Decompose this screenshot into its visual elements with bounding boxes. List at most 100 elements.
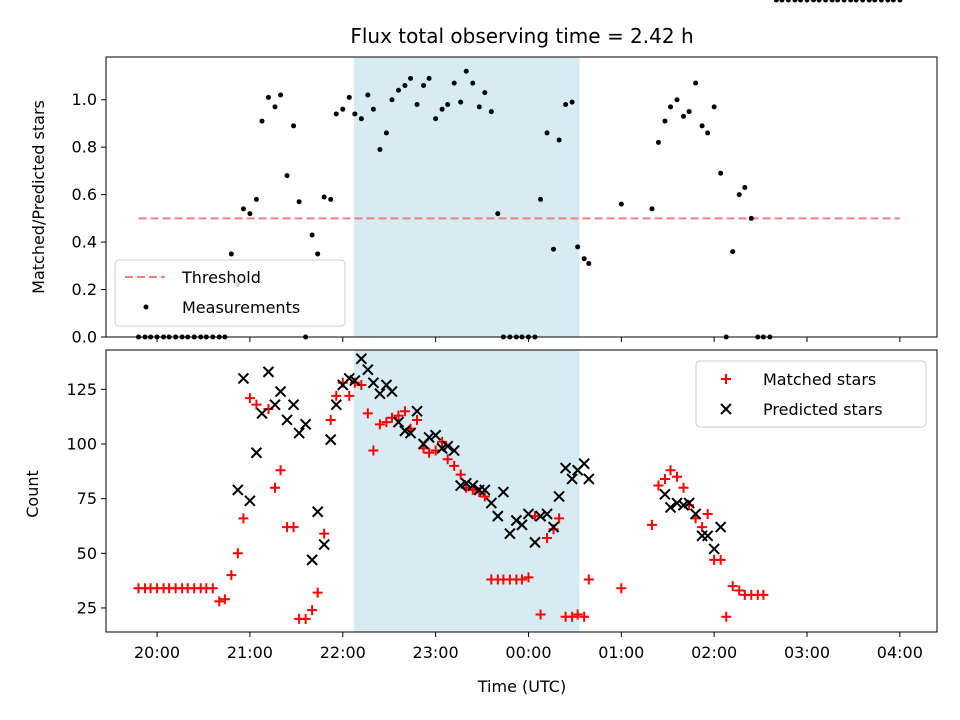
measurement-point bbox=[421, 82, 427, 88]
measurement-point bbox=[445, 101, 451, 107]
measurement-point bbox=[259, 118, 265, 124]
measurement-point bbox=[586, 260, 592, 266]
bottom-legend-box bbox=[695, 360, 927, 428]
legend-measurements-swatch bbox=[143, 304, 149, 310]
predicted-star-point bbox=[467, 479, 479, 492]
measurement-point bbox=[742, 185, 748, 191]
matched-star-point bbox=[646, 519, 657, 530]
matched-star-point bbox=[424, 447, 435, 458]
measurement-point bbox=[538, 196, 544, 202]
matched-star-point bbox=[362, 408, 373, 419]
legend-predicted-swatch bbox=[720, 403, 732, 415]
measurement-point bbox=[309, 232, 315, 238]
measurement-point bbox=[655, 139, 661, 145]
predicted-star-point bbox=[429, 429, 442, 441]
measurement-point bbox=[370, 106, 376, 112]
measurement-point bbox=[681, 113, 687, 119]
predicted-star-point bbox=[287, 398, 300, 411]
measurement-point bbox=[705, 130, 711, 136]
predicted-star-point bbox=[330, 398, 342, 411]
predicted-star-point bbox=[516, 519, 528, 531]
measurement-point bbox=[544, 130, 550, 136]
x-tick-label: 03:00 bbox=[784, 643, 830, 662]
predicted-star-point bbox=[479, 484, 491, 496]
measurement-point bbox=[333, 111, 339, 117]
predicted-star-point bbox=[448, 444, 460, 457]
matched-star-point bbox=[442, 454, 453, 465]
predicted-star-point bbox=[386, 385, 398, 398]
top-y-tick-label: 0.4 bbox=[72, 233, 97, 252]
matched-star-point bbox=[300, 613, 311, 624]
measurement-point bbox=[296, 199, 302, 205]
matched-star-point bbox=[214, 596, 225, 607]
predicted-star-point bbox=[659, 488, 671, 500]
predicted-star-point bbox=[664, 501, 677, 514]
measurement-point bbox=[551, 246, 557, 252]
matched-star-point bbox=[275, 465, 286, 476]
bottom-legend: Matched stars Predicted stars bbox=[695, 360, 927, 428]
predicted-star-point bbox=[583, 473, 595, 485]
measurement-point bbox=[649, 206, 655, 212]
measurement-point bbox=[328, 196, 334, 202]
predicted-star-point bbox=[306, 554, 318, 566]
matched-star-point bbox=[325, 414, 336, 425]
bottom-y-tick-label: 125 bbox=[66, 380, 97, 399]
measurement-point bbox=[476, 104, 482, 110]
predicted-star-point bbox=[324, 433, 337, 446]
matched-star-point bbox=[715, 554, 726, 565]
measurement-point bbox=[365, 92, 371, 98]
matched-star-point bbox=[307, 605, 318, 616]
predicted-star-point bbox=[671, 497, 683, 509]
measurement-point bbox=[773, 0, 779, 3]
bottom-y-tick-label: 50 bbox=[77, 544, 97, 563]
matched-star-point bbox=[572, 609, 583, 620]
measurement-point bbox=[340, 106, 346, 112]
legend-matched-swatch bbox=[721, 374, 731, 384]
top-y-axis-label: Matched/Predicted stars bbox=[29, 100, 48, 294]
matched-star-point bbox=[567, 611, 578, 622]
measurement-point bbox=[408, 75, 414, 81]
measurement-point bbox=[736, 192, 742, 198]
legend-predicted-label: Predicted stars bbox=[763, 400, 883, 419]
measurement-point bbox=[240, 206, 246, 212]
matched-star-point bbox=[455, 469, 466, 480]
measurement-point bbox=[711, 104, 717, 110]
measurement-point bbox=[488, 109, 494, 115]
x-tick-label: 22:00 bbox=[320, 643, 366, 662]
measurement-point bbox=[228, 251, 234, 257]
x-tick-label: 04:00 bbox=[877, 643, 923, 662]
measurement-point bbox=[272, 104, 278, 110]
predicted-star-point bbox=[566, 473, 578, 485]
predicted-star-point bbox=[362, 363, 374, 376]
x-tick-label: 02:00 bbox=[691, 643, 737, 662]
matched-star-point bbox=[207, 583, 218, 594]
measurement-point bbox=[563, 101, 569, 107]
measurement-point bbox=[470, 80, 476, 86]
measurement-point bbox=[433, 116, 439, 122]
predicted-star-point bbox=[522, 508, 535, 520]
measurement-point bbox=[463, 68, 469, 74]
measurement-point bbox=[804, 0, 810, 3]
measurement-point bbox=[358, 116, 364, 122]
predicted-star-point bbox=[318, 538, 330, 551]
bottom-axes-frame bbox=[105, 349, 938, 633]
chart-title: Flux total observing time = 2.42 h bbox=[350, 24, 693, 48]
matched-star-point bbox=[269, 482, 280, 493]
measurement-point bbox=[265, 94, 271, 100]
measurement-point bbox=[668, 104, 674, 110]
matched-star-point bbox=[554, 513, 565, 524]
predicted-star-point bbox=[311, 506, 324, 518]
measurement-point bbox=[878, 0, 884, 3]
measurement-point bbox=[890, 0, 896, 3]
measurement-point bbox=[693, 80, 699, 86]
measurement-point bbox=[458, 99, 464, 105]
matched-star-point bbox=[727, 581, 738, 592]
measurement-point bbox=[866, 0, 872, 3]
predicted-star-point bbox=[367, 377, 380, 389]
legend-matched-label: Matched stars bbox=[763, 370, 876, 389]
predicted-star-point bbox=[460, 477, 472, 490]
predicted-star-point bbox=[714, 521, 727, 533]
measurement-point bbox=[835, 0, 841, 3]
measurement-point bbox=[897, 0, 903, 3]
